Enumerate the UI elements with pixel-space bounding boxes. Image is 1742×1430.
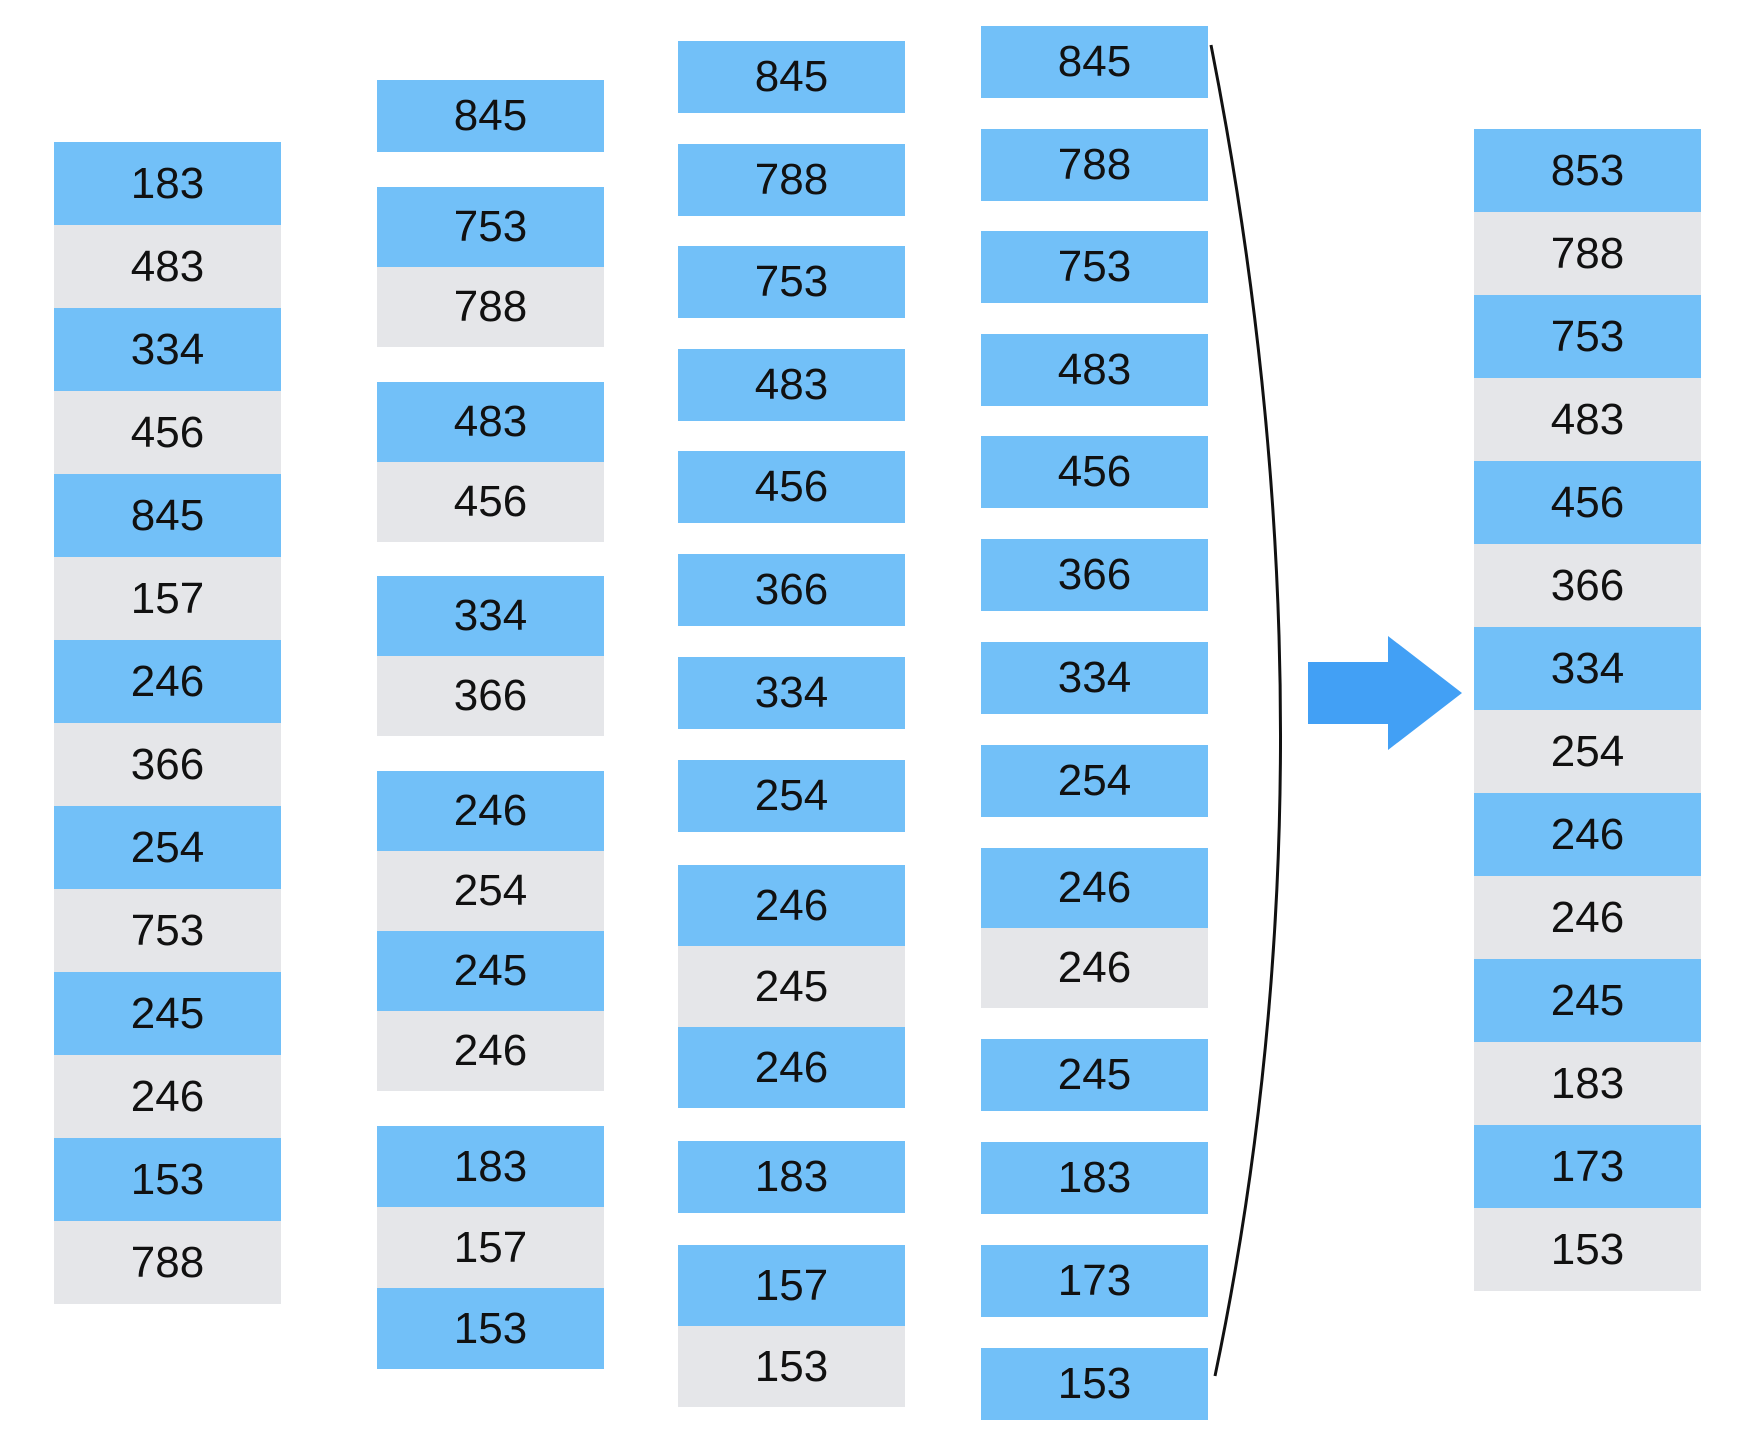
col3-group5-cell-1: 456 bbox=[678, 451, 905, 523]
col4-group1-cell-1: 845 bbox=[981, 26, 1208, 98]
col1-cell-3: 334 bbox=[54, 308, 281, 391]
right-parenthesis-bracket-icon bbox=[1209, 44, 1283, 1377]
col2-group6-cell-3: 153 bbox=[377, 1288, 604, 1369]
result-cell-2: 788 bbox=[1474, 212, 1701, 295]
col1-cell-7: 246 bbox=[54, 640, 281, 723]
col1-cell-9: 254 bbox=[54, 806, 281, 889]
col3-group10-cell-1: 183 bbox=[678, 1141, 905, 1213]
col1-cell-8: 366 bbox=[54, 723, 281, 806]
col3-group4-cell-1: 483 bbox=[678, 349, 905, 421]
col3-group2-cell-1: 788 bbox=[678, 144, 905, 216]
col2-group5-cell-2: 254 bbox=[377, 851, 604, 931]
col2-group4-cell-1: 334 bbox=[377, 576, 604, 656]
col2-group5-cell-3: 245 bbox=[377, 931, 604, 1011]
col3-group9-cell-2: 245 bbox=[678, 946, 905, 1027]
col4-group9-cell-1: 246 bbox=[981, 848, 1208, 928]
col4-group8-cell-1: 254 bbox=[981, 745, 1208, 817]
col2-group1-cell-1: 845 bbox=[377, 80, 604, 152]
result-cell-3: 753 bbox=[1474, 295, 1701, 378]
col3-group6-cell-1: 366 bbox=[678, 554, 905, 626]
result-cell-6: 366 bbox=[1474, 544, 1701, 627]
col4-group3-cell-1: 753 bbox=[981, 231, 1208, 303]
col4-group9-cell-2: 246 bbox=[981, 928, 1208, 1008]
col1-cell-13: 153 bbox=[54, 1138, 281, 1221]
col1-cell-10: 753 bbox=[54, 889, 281, 972]
result-cell-7: 334 bbox=[1474, 627, 1701, 710]
result-cell-10: 246 bbox=[1474, 876, 1701, 959]
col3-group9-cell-3: 246 bbox=[678, 1027, 905, 1108]
col1-cell-14: 788 bbox=[54, 1221, 281, 1304]
col4-group11-cell-1: 183 bbox=[981, 1142, 1208, 1214]
col3-group11-cell-1: 157 bbox=[678, 1245, 905, 1326]
col3-group8-cell-1: 254 bbox=[678, 760, 905, 832]
col3-group3-cell-1: 753 bbox=[678, 246, 905, 318]
result-cell-1: 853 bbox=[1474, 129, 1701, 212]
col3-group9-cell-1: 246 bbox=[678, 865, 905, 946]
result-cell-12: 183 bbox=[1474, 1042, 1701, 1125]
result-cell-14: 153 bbox=[1474, 1208, 1701, 1291]
col4-group12-cell-1: 173 bbox=[981, 1245, 1208, 1317]
result-cell-9: 246 bbox=[1474, 793, 1701, 876]
col4-group5-cell-1: 456 bbox=[981, 436, 1208, 508]
col3-group7-cell-1: 334 bbox=[678, 657, 905, 729]
col2-group4-cell-2: 366 bbox=[377, 656, 604, 736]
col1-cell-4: 456 bbox=[54, 391, 281, 474]
col2-group5-cell-1: 246 bbox=[377, 771, 604, 851]
col4-group6-cell-1: 366 bbox=[981, 539, 1208, 611]
result-cell-11: 245 bbox=[1474, 959, 1701, 1042]
col3-group1-cell-1: 845 bbox=[678, 41, 905, 113]
result-cell-4: 483 bbox=[1474, 378, 1701, 461]
col1-cell-2: 483 bbox=[54, 225, 281, 308]
col2-group3-cell-1: 483 bbox=[377, 382, 604, 462]
col1-cell-6: 157 bbox=[54, 557, 281, 640]
col1-cell-12: 246 bbox=[54, 1055, 281, 1138]
right-arrow-icon bbox=[1308, 636, 1462, 750]
col2-group5-cell-4: 246 bbox=[377, 1011, 604, 1091]
col1-cell-1: 183 bbox=[54, 142, 281, 225]
col3-group11-cell-2: 153 bbox=[678, 1326, 905, 1407]
col2-group2-cell-2: 788 bbox=[377, 267, 604, 347]
col4-group2-cell-1: 788 bbox=[981, 129, 1208, 201]
col1-cell-11: 245 bbox=[54, 972, 281, 1055]
col4-group4-cell-1: 483 bbox=[981, 334, 1208, 406]
col4-group7-cell-1: 334 bbox=[981, 642, 1208, 714]
result-cell-5: 456 bbox=[1474, 461, 1701, 544]
col4-group10-cell-1: 245 bbox=[981, 1039, 1208, 1111]
result-cell-8: 254 bbox=[1474, 710, 1701, 793]
col2-group3-cell-2: 456 bbox=[377, 462, 604, 542]
col2-group6-cell-2: 157 bbox=[377, 1207, 604, 1288]
col2-group2-cell-1: 753 bbox=[377, 187, 604, 267]
col1-cell-5: 845 bbox=[54, 474, 281, 557]
result-cell-13: 173 bbox=[1474, 1125, 1701, 1208]
col4-group13-cell-1: 153 bbox=[981, 1348, 1208, 1420]
col2-group6-cell-1: 183 bbox=[377, 1126, 604, 1207]
